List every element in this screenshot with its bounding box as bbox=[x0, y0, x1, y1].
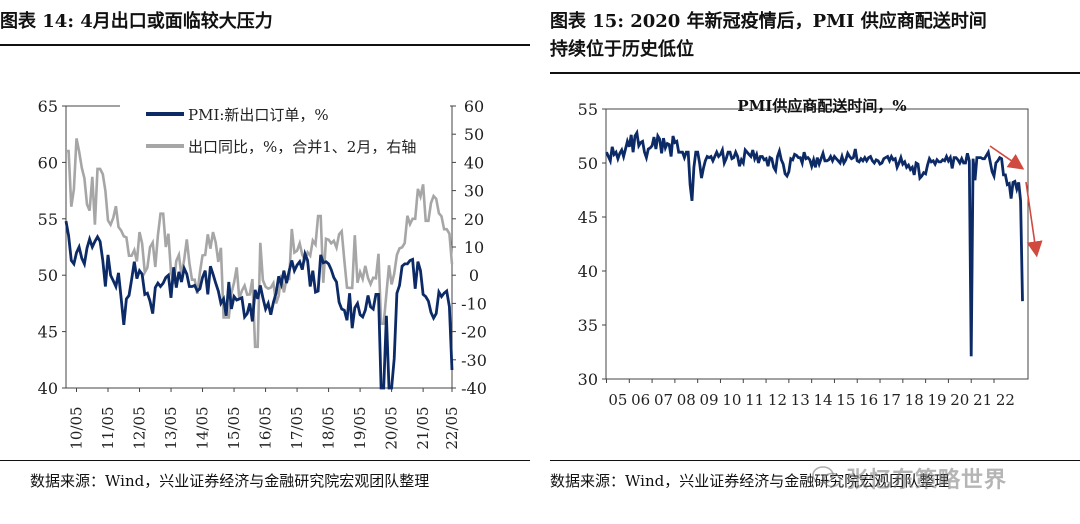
y-right-tick-label: 50 bbox=[464, 125, 484, 144]
y-left-tick-label: 55 bbox=[38, 210, 58, 229]
y-left-tick-label: 50 bbox=[38, 266, 58, 285]
y-tick-label: 35 bbox=[578, 316, 598, 335]
y-tick-label: 30 bbox=[578, 370, 598, 389]
wechat-icon bbox=[812, 466, 841, 488]
trend-arrow-down-1 bbox=[989, 145, 1025, 170]
x-tick-label: 09 bbox=[700, 391, 719, 409]
x-tick-label: 11 bbox=[745, 391, 764, 409]
y-tick-label: 45 bbox=[578, 208, 598, 227]
x-tick-label: 20/05 bbox=[383, 406, 401, 449]
x-tick-label: 21 bbox=[973, 391, 992, 409]
figure-14-panel: 图表 14: 4月出口或面临较大压力 40 45 50 55 60 65 -40 -30 -20… bbox=[0, 0, 530, 524]
x-tick-label: 14/05 bbox=[194, 406, 212, 449]
figure-15-title: 图表 15: 2020 年新冠疫情后，PMI 供应商配送时间 持续位于历史低位 bbox=[550, 8, 987, 64]
x-tick-label: 14 bbox=[814, 391, 833, 409]
left-chart: 40 45 50 55 60 65 -40 -30 -20 -10 0 10 20 30 40 50 60 10/… bbox=[38, 97, 487, 450]
figure-14-title: 图表 14: 4月出口或面临较大压力 bbox=[0, 11, 273, 32]
x-tick-label: 21/05 bbox=[414, 406, 432, 449]
trend-arrow-down-2 bbox=[1025, 181, 1043, 258]
y-right-tick-label: 40 bbox=[464, 153, 484, 172]
y-left-tick-label: 60 bbox=[38, 153, 58, 172]
x-tick-label: 17 bbox=[882, 391, 901, 409]
legend-box bbox=[120, 100, 450, 166]
y-tick-label: 40 bbox=[578, 262, 598, 281]
x-tick-label: 20 bbox=[950, 391, 969, 409]
y-tick-label: 50 bbox=[578, 154, 598, 173]
series-supplier-delivery-line bbox=[605, 128, 1024, 357]
y-left-tick-label: 65 bbox=[38, 97, 58, 116]
x-tick-label: 12 bbox=[768, 391, 787, 409]
x-tick-label: 16 bbox=[859, 391, 878, 409]
x-tick-label: 22/05 bbox=[443, 406, 461, 449]
figure-15-title-line2: 持续位于历史低位 bbox=[550, 39, 694, 60]
x-tick-label: 18/05 bbox=[320, 406, 338, 449]
x-tick-label: 22 bbox=[996, 391, 1015, 409]
x-tick-label: 05 bbox=[608, 391, 627, 409]
right-source: 数据来源：Wind，兴业证券经济与金融研究院宏观团队整理 bbox=[550, 472, 950, 490]
x-tick-label: 08 bbox=[677, 391, 696, 409]
series-pmi-line bbox=[64, 220, 454, 390]
source-rule bbox=[0, 460, 530, 461]
y-right-tick-label: 10 bbox=[464, 238, 484, 257]
x-tick-label: 12/05 bbox=[131, 406, 149, 449]
x-tick-label: 15/05 bbox=[225, 406, 243, 449]
y-left-tick-label: 40 bbox=[38, 379, 58, 398]
x-tick-label: 10/05 bbox=[68, 406, 86, 449]
figure-15-title-line1: 图表 15: 2020 年新冠疫情后，PMI 供应商配送时间 bbox=[550, 11, 987, 32]
y-right-tick-label: -30 bbox=[461, 351, 487, 370]
x-tick-label: 13 bbox=[791, 391, 810, 409]
y-right-tick-label: 60 bbox=[464, 97, 484, 116]
y-left-tick-label: 45 bbox=[38, 323, 58, 342]
y-right-tick-label: -40 bbox=[461, 379, 487, 398]
left-source: 数据来源：Wind，兴业证券经济与金融研究院宏观团队整理 bbox=[30, 472, 430, 490]
legend-exports-label: 出口同比，%，合并1、2月，右轴 bbox=[188, 138, 416, 156]
title-rule bbox=[0, 44, 530, 46]
legend-pmi-label: PMI:新出口订单，% bbox=[188, 106, 329, 124]
x-tick-label: 19/05 bbox=[351, 406, 369, 449]
x-tick-label: 16/05 bbox=[257, 406, 275, 449]
watermark: 张忆东策略世界 bbox=[846, 468, 1008, 493]
source-rule bbox=[550, 460, 1080, 461]
x-tick-label: 11/05 bbox=[99, 406, 117, 449]
x-tick-label: 19 bbox=[927, 391, 946, 409]
y-right-tick-label: 30 bbox=[464, 182, 484, 201]
y-right-tick-label: -10 bbox=[461, 294, 487, 313]
x-tick-label: 18 bbox=[905, 391, 924, 409]
y-right-tick-label: 0 bbox=[469, 266, 479, 285]
x-tick-label: 15 bbox=[836, 391, 855, 409]
y-right-tick-label: -20 bbox=[461, 323, 487, 342]
x-tick-label: 07 bbox=[654, 391, 673, 409]
x-tick-label: 17/05 bbox=[288, 406, 306, 449]
chart-title: PMI供应商配送时间，% bbox=[737, 97, 906, 115]
figure-15-panel: 图表 15: 2020 年新冠疫情后，PMI 供应商配送时间 持续位于历史低位 … bbox=[550, 0, 1080, 524]
x-tick-label: 13/05 bbox=[162, 406, 180, 449]
right-chart: PMI供应商配送时间，% 30 35 40 45 50 55 05 06 07 08 09 10 11 12… bbox=[578, 97, 1043, 409]
y-tick-label: 55 bbox=[578, 100, 598, 119]
y-right-tick-label: 20 bbox=[464, 210, 484, 229]
title-rule bbox=[550, 72, 1080, 74]
x-tick-label: 06 bbox=[631, 391, 650, 409]
x-tick-label: 10 bbox=[722, 391, 741, 409]
